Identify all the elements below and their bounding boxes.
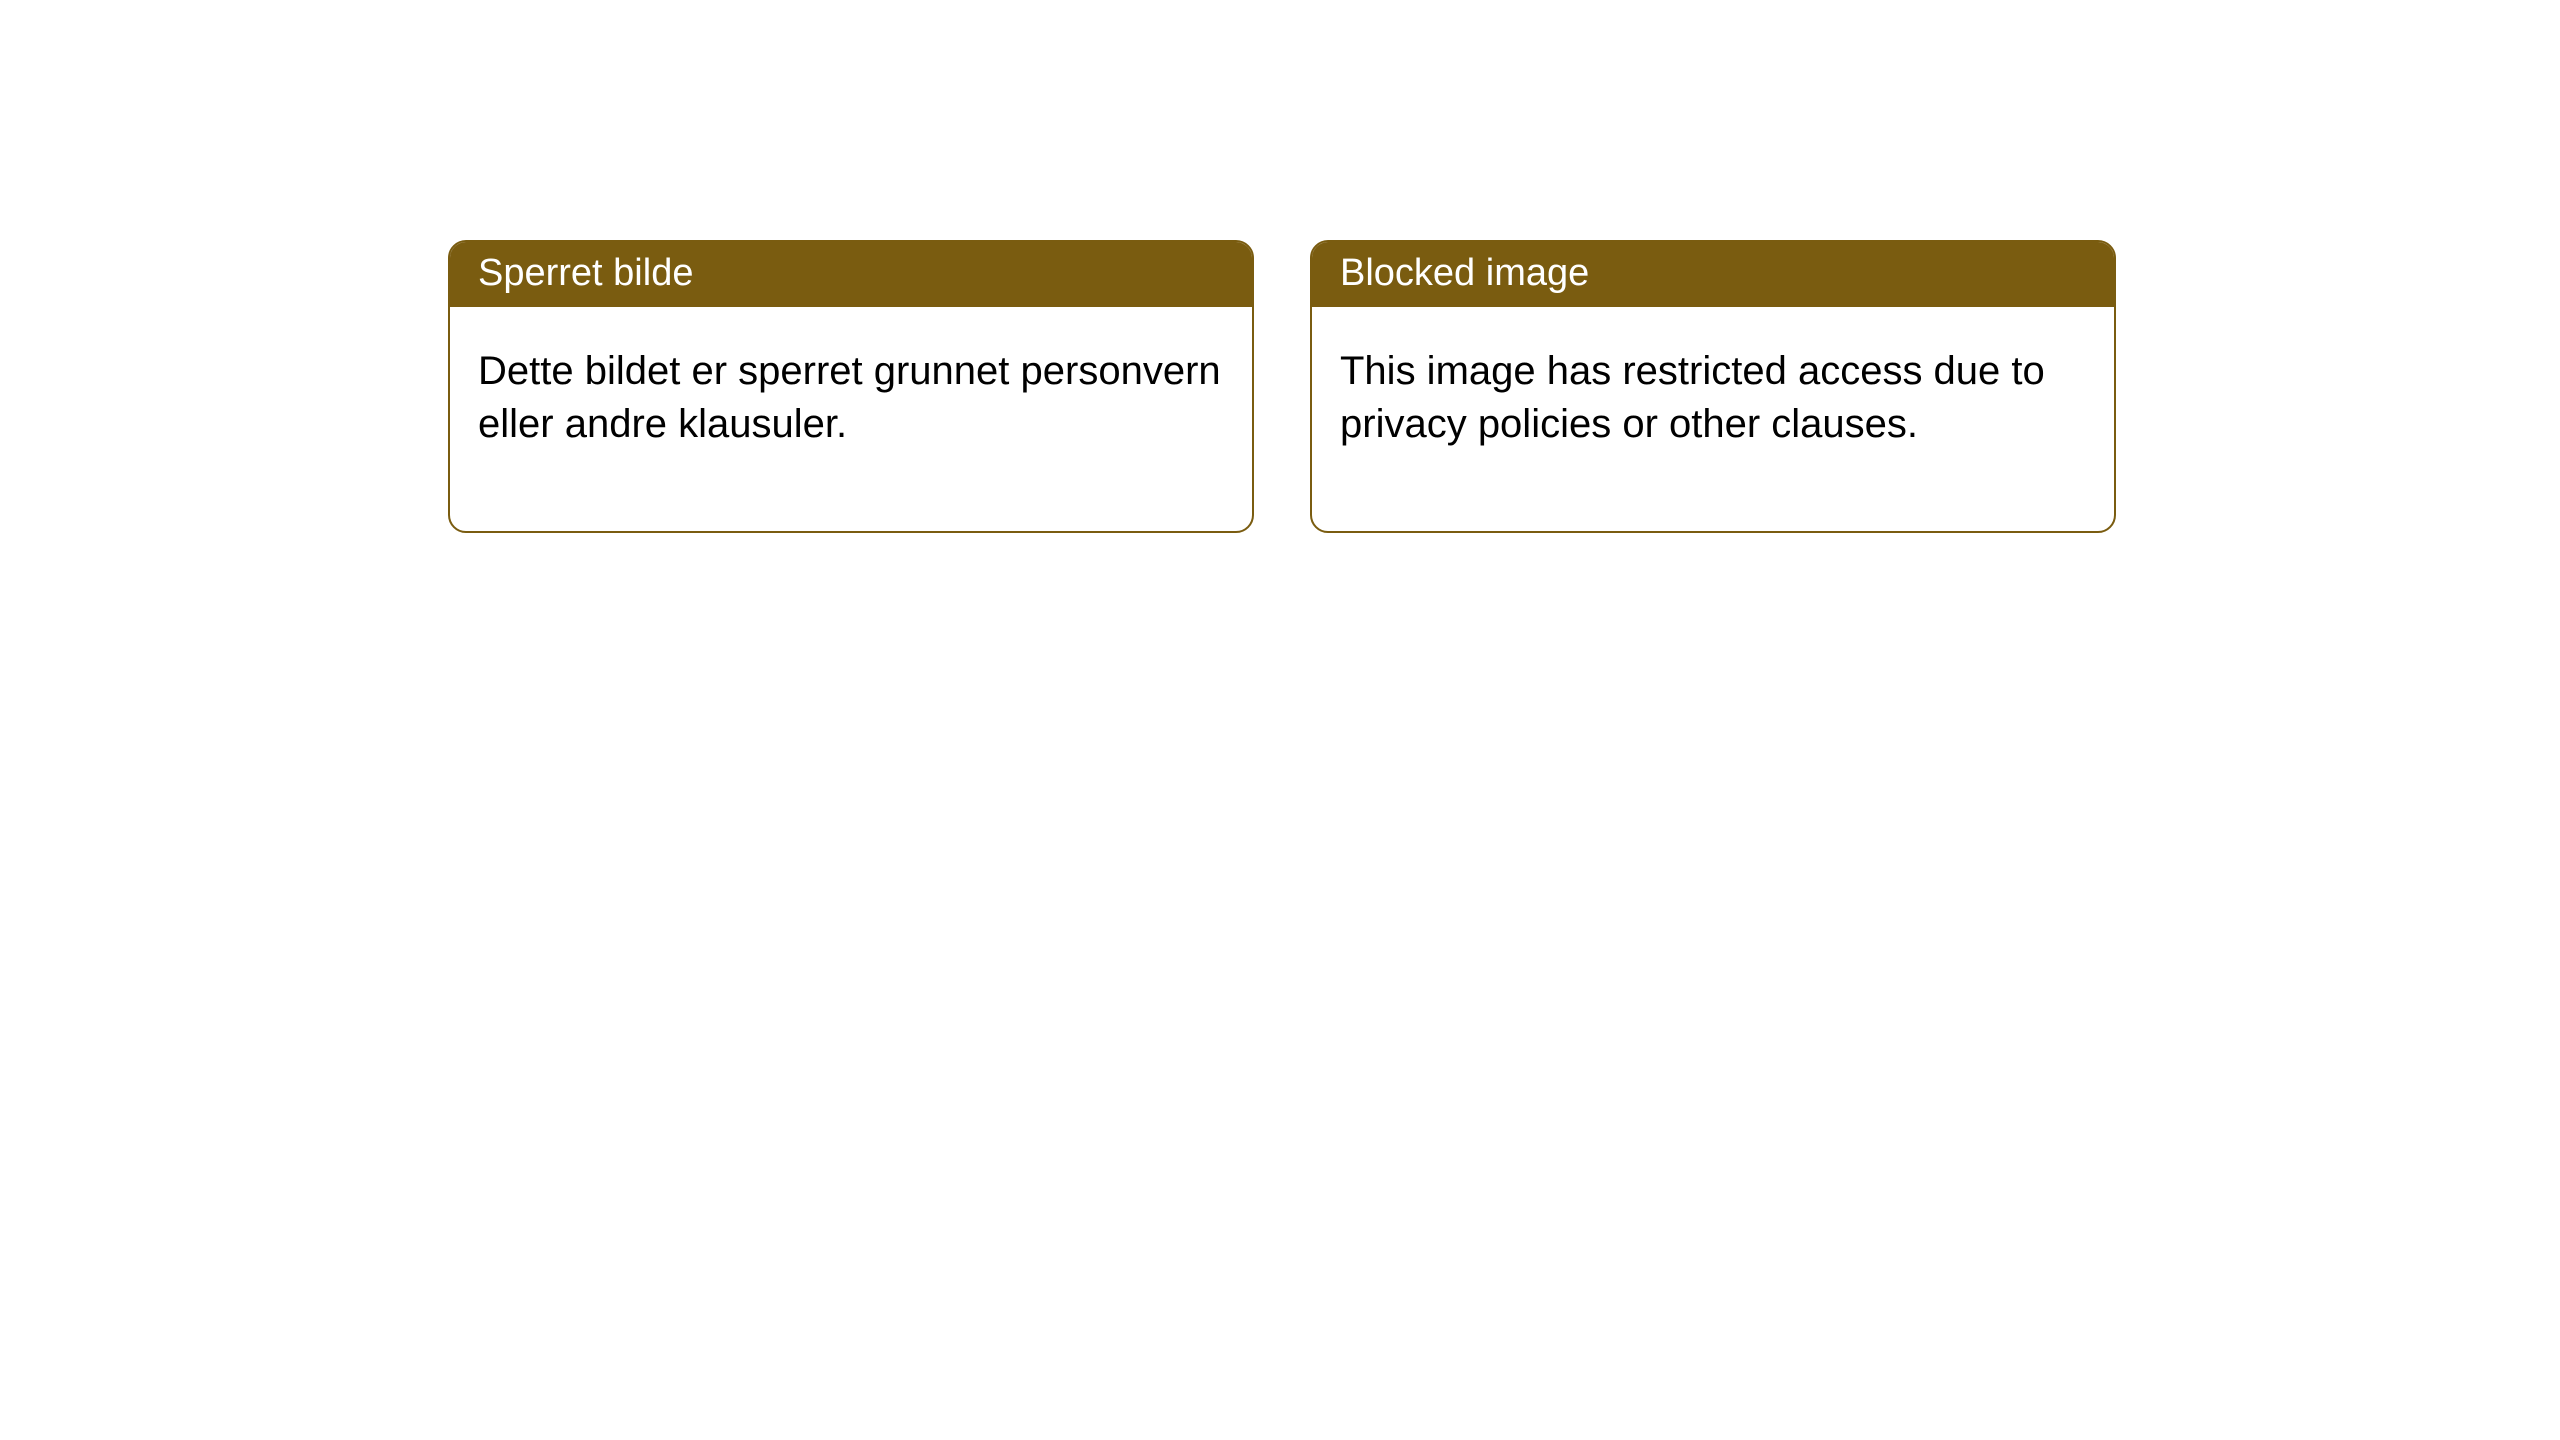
card-body-norwegian: Dette bildet er sperret grunnet personve…: [450, 307, 1252, 531]
notice-container: Sperret bilde Dette bildet er sperret gr…: [0, 0, 2560, 533]
notice-card-norwegian: Sperret bilde Dette bildet er sperret gr…: [448, 240, 1254, 533]
notice-card-english: Blocked image This image has restricted …: [1310, 240, 2116, 533]
card-title-norwegian: Sperret bilde: [450, 242, 1252, 307]
card-body-english: This image has restricted access due to …: [1312, 307, 2114, 531]
card-title-english: Blocked image: [1312, 242, 2114, 307]
